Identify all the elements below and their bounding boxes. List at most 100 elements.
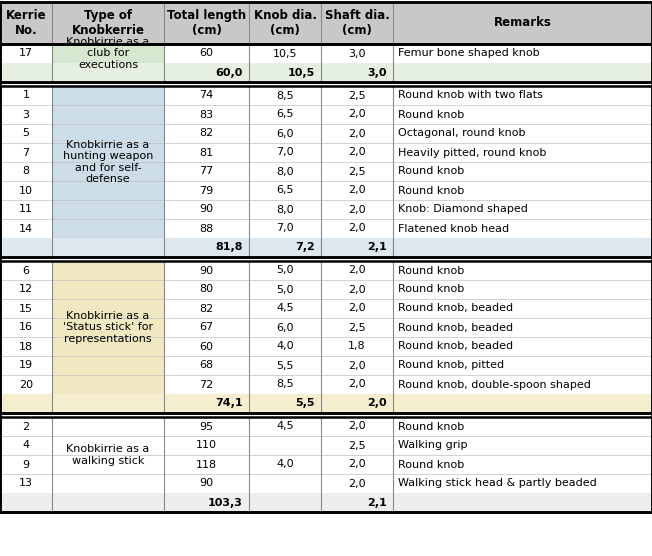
Bar [164, 238, 249, 257]
Bar [393, 124, 652, 143]
Text: 17: 17 [19, 48, 33, 58]
Bar [0, 238, 52, 257]
Bar [249, 261, 321, 280]
Bar [321, 356, 393, 375]
Text: 7,2: 7,2 [295, 242, 315, 252]
Bar [393, 200, 652, 219]
Text: 80: 80 [200, 285, 214, 295]
Bar [52, 261, 164, 394]
Text: 77: 77 [200, 166, 214, 176]
Text: 2,0: 2,0 [348, 304, 366, 314]
Text: Knob: Diamond shaped: Knob: Diamond shaped [398, 205, 528, 215]
Text: Round knob: Round knob [398, 459, 464, 469]
Bar [321, 436, 393, 455]
Bar [164, 318, 249, 337]
Bar [393, 162, 652, 181]
Bar [393, 280, 652, 299]
Text: 7,0: 7,0 [276, 224, 294, 234]
Text: Femur bone shaped knob: Femur bone shaped knob [398, 48, 540, 58]
Text: Round knob: Round knob [398, 166, 464, 176]
Bar [0, 375, 52, 394]
Bar [0, 124, 52, 143]
Text: 6,5: 6,5 [276, 186, 294, 196]
Text: Round knob: Round knob [398, 110, 464, 120]
Bar [52, 493, 164, 512]
Bar [321, 86, 393, 105]
Bar [164, 455, 249, 474]
Text: 10: 10 [19, 186, 33, 196]
Bar [164, 124, 249, 143]
Text: Round knob, beaded: Round knob, beaded [398, 304, 513, 314]
Text: 79: 79 [200, 186, 214, 196]
Bar [249, 299, 321, 318]
Text: 118: 118 [196, 459, 217, 469]
Bar [0, 2, 652, 44]
Text: 74: 74 [200, 91, 214, 101]
Bar [0, 318, 52, 337]
Text: 110: 110 [196, 440, 217, 450]
Text: 6,0: 6,0 [276, 128, 294, 138]
Text: 103,3: 103,3 [208, 498, 243, 508]
Bar [0, 105, 52, 124]
Bar [164, 44, 249, 63]
Bar [393, 417, 652, 436]
Text: Flatened knob head: Flatened knob head [398, 224, 509, 234]
Bar [0, 299, 52, 318]
Bar [249, 44, 321, 63]
Bar [164, 86, 249, 105]
Text: 3,0: 3,0 [348, 48, 366, 58]
Text: Knobkirrie as a
walking stick: Knobkirrie as a walking stick [67, 444, 149, 466]
Bar [249, 238, 321, 257]
Bar [393, 356, 652, 375]
Bar [249, 318, 321, 337]
Bar [249, 63, 321, 82]
Text: 2,0: 2,0 [348, 224, 366, 234]
Text: 8,5: 8,5 [276, 380, 294, 390]
Bar [0, 280, 52, 299]
Text: Knobkirrie as a
hunting weapon
and for self-
defense: Knobkirrie as a hunting weapon and for s… [63, 140, 153, 185]
Bar [321, 162, 393, 181]
Text: 60: 60 [200, 48, 213, 58]
Text: Round knob: Round knob [398, 285, 464, 295]
Bar [321, 143, 393, 162]
Text: Shaft dia.
(cm): Shaft dia. (cm) [325, 9, 389, 37]
Text: 82: 82 [200, 128, 214, 138]
Bar [0, 181, 52, 200]
Text: Round knob: Round knob [398, 266, 464, 276]
Bar [321, 455, 393, 474]
Text: 16: 16 [19, 322, 33, 332]
Bar [393, 337, 652, 356]
Bar [0, 417, 52, 436]
Text: 82: 82 [200, 304, 214, 314]
Text: 15: 15 [19, 304, 33, 314]
Bar [249, 143, 321, 162]
Text: Round knob, double-spoon shaped: Round knob, double-spoon shaped [398, 380, 591, 390]
Bar [393, 394, 652, 413]
Text: 6,5: 6,5 [276, 110, 294, 120]
Bar [164, 394, 249, 413]
Bar [249, 474, 321, 493]
Text: Octagonal, round knob: Octagonal, round knob [398, 128, 526, 138]
Bar [0, 44, 52, 63]
Text: 5,0: 5,0 [276, 266, 294, 276]
Text: Walking stick head & partly beaded: Walking stick head & partly beaded [398, 479, 597, 489]
Bar [321, 337, 393, 356]
Text: 68: 68 [200, 360, 214, 370]
Bar [249, 417, 321, 436]
Text: 6: 6 [23, 266, 29, 276]
Bar [0, 261, 52, 280]
Bar [249, 124, 321, 143]
Bar [393, 238, 652, 257]
Bar [249, 181, 321, 200]
Text: Kerrie
No.: Kerrie No. [6, 9, 46, 37]
Bar [321, 219, 393, 238]
Text: 9: 9 [22, 459, 29, 469]
Text: 7,0: 7,0 [276, 147, 294, 157]
Text: 2,0: 2,0 [367, 399, 387, 409]
Text: 81: 81 [200, 147, 214, 157]
Bar [164, 162, 249, 181]
Bar [164, 337, 249, 356]
Bar [321, 200, 393, 219]
Bar [393, 219, 652, 238]
Bar [393, 455, 652, 474]
